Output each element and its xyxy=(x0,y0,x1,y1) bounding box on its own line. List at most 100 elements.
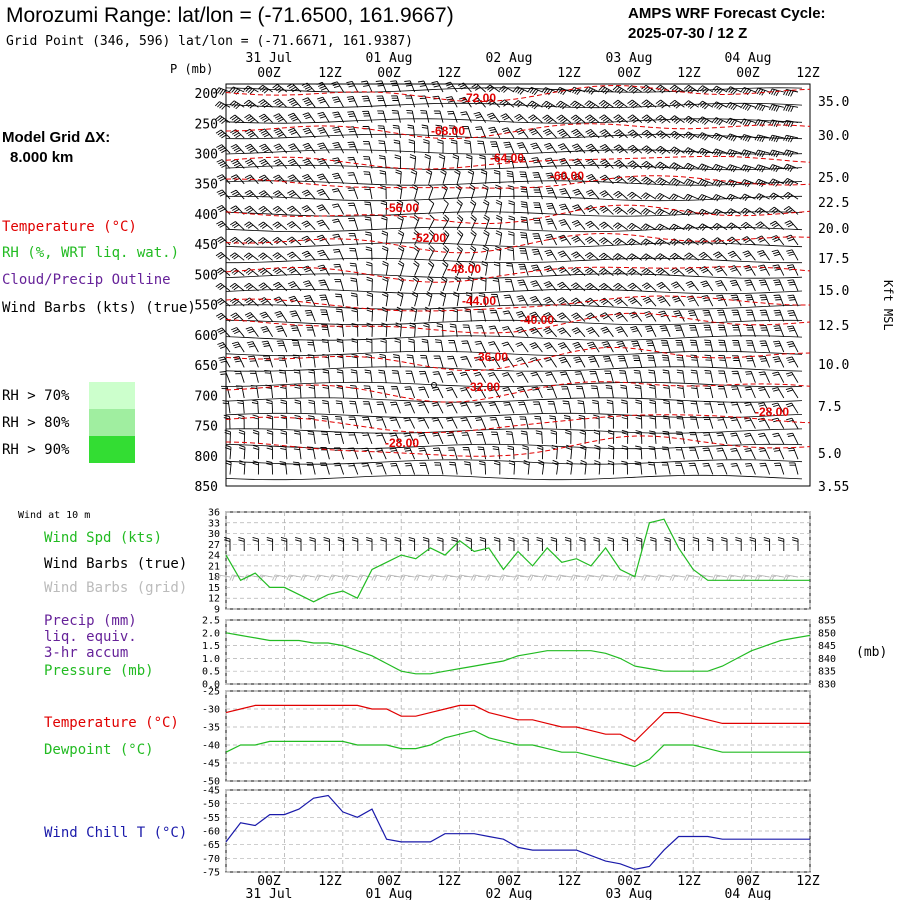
wind-barb xyxy=(650,536,657,551)
wind-barb xyxy=(446,432,458,445)
wind-barb xyxy=(433,110,444,123)
wind-barb xyxy=(462,446,472,460)
wind-barb xyxy=(613,99,628,109)
wind-barb xyxy=(485,84,501,93)
wind-barb xyxy=(244,128,259,139)
top-hour-tick: 12Z xyxy=(677,66,701,81)
top-date-tick: 04 Aug xyxy=(725,51,772,66)
wind-barb xyxy=(655,145,671,155)
wind-barb xyxy=(773,279,785,292)
wind-barb xyxy=(754,178,770,188)
wind-barb xyxy=(431,402,444,414)
wind-barb xyxy=(659,325,671,337)
wind-barb xyxy=(627,207,643,215)
wind-barb xyxy=(366,322,373,337)
wind-barb xyxy=(287,190,302,200)
wind-barb xyxy=(620,384,629,399)
wind-barb xyxy=(768,192,785,200)
wind-barb xyxy=(302,173,316,185)
wind-barb xyxy=(450,139,458,154)
wind-barb xyxy=(655,223,671,232)
wind-barb xyxy=(787,279,799,292)
wind-barb xyxy=(321,338,330,353)
wind-barb xyxy=(758,386,771,399)
wind-barb xyxy=(584,267,600,276)
wind-barb xyxy=(759,462,771,475)
wind-barb xyxy=(495,230,503,246)
bottom-date-tick: 03 Aug xyxy=(606,887,653,900)
wind-barb xyxy=(612,222,628,231)
wind-barb xyxy=(655,253,671,261)
wind-barb xyxy=(754,164,770,173)
wind-barb xyxy=(396,199,404,215)
wind-barb xyxy=(293,369,302,383)
wind-barb xyxy=(488,325,501,337)
wind-barb xyxy=(272,267,288,276)
wind-barb xyxy=(715,280,728,292)
wind-barb xyxy=(215,574,231,581)
wind-barb xyxy=(302,158,316,169)
wind-chill-tick: -50 xyxy=(202,799,220,810)
wind-barb xyxy=(419,462,430,475)
wind-barb xyxy=(393,354,401,368)
wind-barb xyxy=(317,249,330,261)
wind-barb xyxy=(424,153,431,169)
wind-barb xyxy=(598,237,614,246)
wind-barb xyxy=(215,115,231,124)
wind-barb xyxy=(658,310,671,322)
wind-barb xyxy=(347,111,359,123)
wind-barb xyxy=(669,252,685,261)
wind-barb xyxy=(572,341,586,353)
wind-barb xyxy=(376,95,387,108)
wind-barb xyxy=(627,144,643,154)
wind-barb xyxy=(397,260,405,276)
wind-barb xyxy=(321,324,330,337)
wind-barb xyxy=(702,432,714,445)
top-hour-tick: 00Z xyxy=(377,66,401,81)
level-line xyxy=(225,350,803,357)
wind-barb xyxy=(641,99,657,109)
wind-barb xyxy=(332,218,344,230)
top-hour-tick: 12Z xyxy=(437,66,461,81)
wind-barb xyxy=(711,148,728,157)
wind-barb xyxy=(676,415,685,429)
pressure-tick: 650 xyxy=(195,359,218,374)
wind-barb xyxy=(490,431,501,445)
wind-barb xyxy=(577,400,586,414)
wind-barb xyxy=(545,218,558,230)
wind-barb xyxy=(243,252,259,261)
wind-chill-tick: -65 xyxy=(202,840,220,851)
wind-barb xyxy=(740,207,756,216)
wind-barb xyxy=(216,189,231,200)
wind-barb xyxy=(230,143,245,154)
wind-barb xyxy=(627,114,643,124)
top-date-tick: 03 Aug xyxy=(606,51,653,66)
bottom-hour-tick: 00Z xyxy=(617,874,641,889)
wind-barb xyxy=(543,342,557,353)
wind-barb xyxy=(381,306,389,322)
wind-barb xyxy=(280,430,288,444)
wind-barb xyxy=(552,459,559,475)
wind-barb xyxy=(655,238,671,246)
wind-barb xyxy=(427,275,434,292)
wind-barb xyxy=(461,340,472,353)
isotherm xyxy=(225,155,811,170)
wind-barb xyxy=(347,172,359,184)
wind-barb xyxy=(458,96,472,108)
wind-barb xyxy=(508,200,515,215)
wind-barb xyxy=(508,231,515,245)
wind-barb xyxy=(532,172,543,184)
wind-barb xyxy=(617,355,629,368)
wind-barb xyxy=(745,340,756,353)
wind-barb xyxy=(528,114,543,123)
wind-barb xyxy=(655,267,671,276)
wind-barb xyxy=(735,536,742,551)
wind-barb xyxy=(271,574,287,581)
temperature-tick: -30 xyxy=(202,705,220,716)
level-line xyxy=(225,288,803,295)
wind-barb xyxy=(487,372,501,383)
wind-barb xyxy=(280,445,288,460)
wind-barb xyxy=(627,99,643,109)
wind-barb xyxy=(321,415,330,429)
pressure-tick: 300 xyxy=(195,148,218,163)
